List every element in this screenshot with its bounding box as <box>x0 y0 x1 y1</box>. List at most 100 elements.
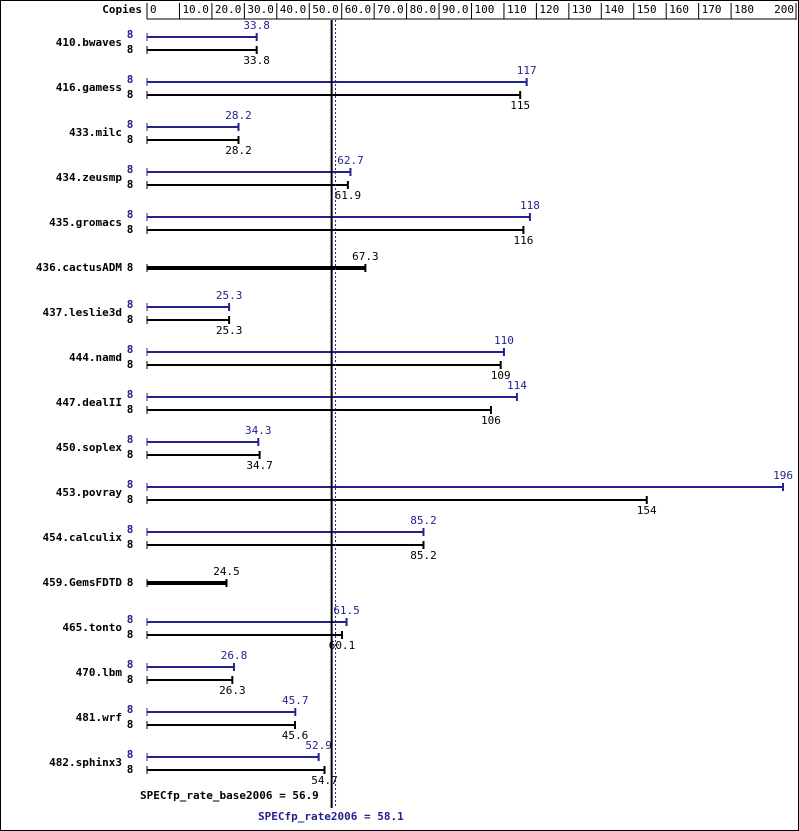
base-value-label: 45.6 <box>282 729 309 742</box>
base-value-label: 109 <box>491 369 511 382</box>
category-label: 434.zeusmp <box>56 171 123 184</box>
peak-copies: 8 <box>127 343 134 356</box>
peak-copies: 8 <box>127 703 134 716</box>
peak-value-label: 85.2 <box>410 514 437 527</box>
peak-copies: 8 <box>127 208 134 221</box>
category-label: 465.tonto <box>62 621 122 634</box>
peak-value-label: 114 <box>507 379 527 392</box>
base-copies: 8 <box>127 403 134 416</box>
x-tick-label: 180 <box>734 3 754 16</box>
peak-copies: 8 <box>127 748 134 761</box>
peak-copies: 8 <box>127 388 134 401</box>
x-tick-label: 120 <box>539 3 559 16</box>
x-tick-label: 150 <box>637 3 657 16</box>
x-tick-label: 40.0 <box>280 3 307 16</box>
base-value-label: 60.1 <box>329 639 356 652</box>
category-label: 433.milc <box>69 126 122 139</box>
x-tick-label: 20.0 <box>215 3 242 16</box>
base-copies: 8 <box>127 763 134 776</box>
category-label: 481.wrf <box>76 711 122 724</box>
base-copies: 8 <box>127 538 134 551</box>
peak-copies: 8 <box>127 118 134 131</box>
x-tick-label: 160 <box>669 3 689 16</box>
category-label: 416.gamess <box>56 81 122 94</box>
x-tick-label: 140 <box>604 3 624 16</box>
peak-value-label: 110 <box>494 334 514 347</box>
peak-value-label: 45.7 <box>282 694 309 707</box>
base-value-label: 115 <box>510 99 530 112</box>
peak-copies: 8 <box>127 478 134 491</box>
x-tick-label: 170 <box>702 3 722 16</box>
x-tick-label: 90.0 <box>442 3 469 16</box>
base-metric-label: SPECfp_rate_base2006 = 56.9 <box>140 789 319 802</box>
peak-value-label: 62.7 <box>337 154 364 167</box>
category-label: 482.sphinx3 <box>49 756 122 769</box>
base-copies: 8 <box>127 133 134 146</box>
x-tick-label: 70.0 <box>377 3 404 16</box>
base-copies: 8 <box>127 88 134 101</box>
peak-copies: 8 <box>127 163 134 176</box>
base-value-label: 28.2 <box>225 144 252 157</box>
category-label: 450.soplex <box>56 441 123 454</box>
x-tick-label: 80.0 <box>410 3 437 16</box>
category-label: 436.cactusADM <box>36 261 122 274</box>
peak-copies: 8 <box>127 298 134 311</box>
base-value-label: 85.2 <box>410 549 437 562</box>
x-tick-label: 10.0 <box>182 3 209 16</box>
category-label: 437.leslie3d <box>43 306 122 319</box>
peak-value-label: 196 <box>773 469 793 482</box>
peak-copies: 8 <box>127 613 134 626</box>
base-copies: 8 <box>127 718 134 731</box>
base-value-label: 24.5 <box>213 565 240 578</box>
peak-value-label: 25.3 <box>216 289 243 302</box>
category-label: 470.lbm <box>76 666 123 679</box>
base-copies: 8 <box>127 628 134 641</box>
base-value-label: 61.9 <box>335 189 362 202</box>
peak-copies: 8 <box>127 523 134 536</box>
peak-value-label: 117 <box>517 64 537 77</box>
x-tick-label: 110 <box>507 3 527 16</box>
x-tick-label: 50.0 <box>312 3 339 16</box>
x-tick-label: 0 <box>150 3 157 16</box>
x-tick-label: 100 <box>475 3 495 16</box>
category-label: 444.namd <box>69 351 122 364</box>
x-tick-label: 200 <box>774 3 794 16</box>
base-value-label: 34.7 <box>246 459 273 472</box>
base-copies: 8 <box>127 673 134 686</box>
base-copies: 8 <box>127 493 134 506</box>
base-value-label: 116 <box>513 234 533 247</box>
category-label: 459.GemsFDTD <box>43 576 123 589</box>
peak-copies: 8 <box>127 658 134 671</box>
base-copies: 8 <box>127 358 134 371</box>
category-label: 410.bwaves <box>56 36 122 49</box>
peak-value-label: 28.2 <box>225 109 252 122</box>
base-copies: 8 <box>127 178 134 191</box>
x-tick-label: 130 <box>572 3 592 16</box>
base-value-label: 106 <box>481 414 501 427</box>
base-copies: 8 <box>127 223 134 236</box>
base-copies: 8 <box>127 261 134 274</box>
peak-value-label: 52.9 <box>305 739 332 752</box>
x-tick-label: 60.0 <box>345 3 372 16</box>
base-value-label: 54.7 <box>311 774 338 787</box>
base-copies: 8 <box>127 576 134 589</box>
peak-value-label: 33.8 <box>243 19 270 32</box>
base-value-label: 26.3 <box>219 684 246 697</box>
peak-value-label: 26.8 <box>221 649 248 662</box>
category-label: 447.dealII <box>56 396 122 409</box>
category-label: 454.calculix <box>43 531 123 544</box>
base-copies: 8 <box>127 313 134 326</box>
peak-copies: 8 <box>127 433 134 446</box>
category-label: 453.povray <box>56 486 123 499</box>
category-label: 435.gromacs <box>49 216 122 229</box>
peak-metric-label: SPECfp_rate2006 = 58.1 <box>258 810 404 823</box>
base-copies: 8 <box>127 448 134 461</box>
base-value-label: 33.8 <box>243 54 270 67</box>
copies-header: Copies <box>102 3 142 16</box>
x-tick-label: 30.0 <box>247 3 274 16</box>
peak-copies: 8 <box>127 73 134 86</box>
base-value-label: 154 <box>637 504 657 517</box>
base-value-label: 25.3 <box>216 324 243 337</box>
